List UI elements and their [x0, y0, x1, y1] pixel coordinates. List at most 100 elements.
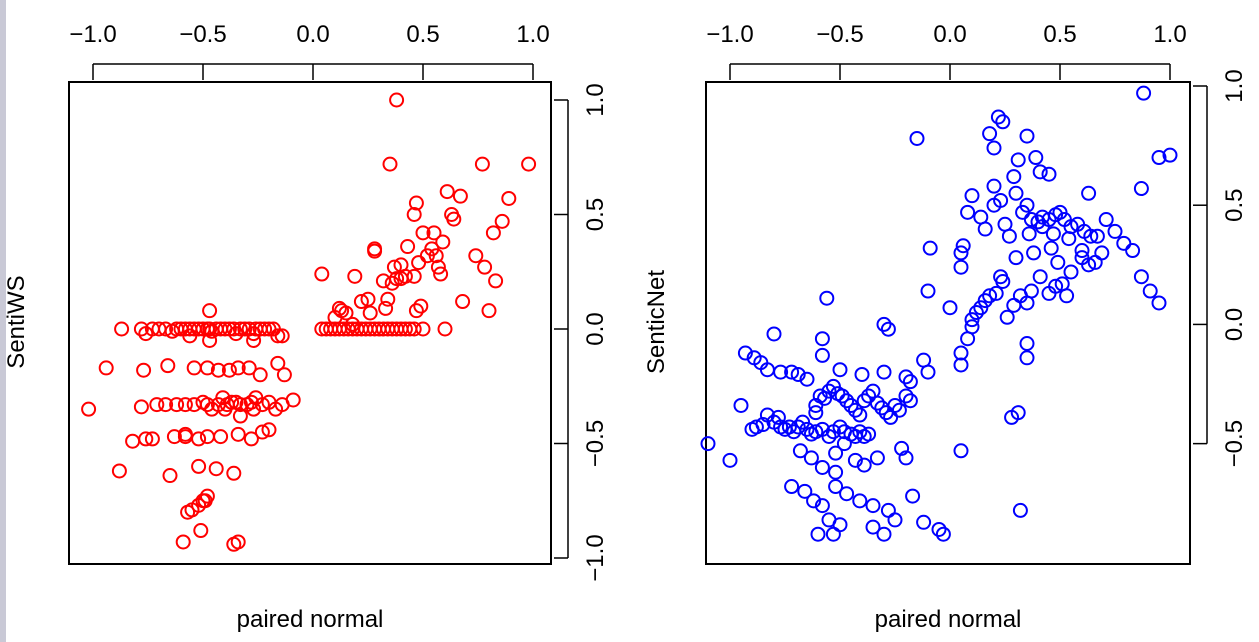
data-point — [362, 305, 378, 321]
data-point — [964, 312, 980, 328]
data-point — [792, 443, 808, 459]
data-point — [426, 225, 442, 241]
data-point — [191, 458, 207, 474]
data-point — [891, 402, 907, 418]
data-point — [1006, 297, 1022, 313]
data-point — [806, 493, 822, 509]
data-point — [1030, 214, 1046, 230]
data-point — [232, 408, 248, 424]
data-point — [799, 421, 815, 437]
data-point — [367, 241, 383, 257]
data-point — [411, 255, 427, 271]
y-tick-label: −0.5 — [582, 420, 609, 467]
data-point — [748, 419, 764, 435]
y-tick-label: −1.0 — [582, 534, 609, 581]
data-point — [430, 259, 446, 275]
data-point — [810, 526, 826, 542]
data-point — [755, 417, 771, 433]
data-point — [1008, 250, 1024, 266]
data-point — [217, 401, 233, 417]
data-point — [501, 190, 517, 206]
x-tick-label: 0.0 — [933, 21, 966, 48]
data-point — [177, 397, 193, 413]
plot-frame — [705, 81, 1191, 565]
data-point — [920, 364, 936, 380]
data-point — [977, 221, 993, 237]
data-point — [1061, 231, 1077, 247]
data-point — [1142, 283, 1158, 299]
data-point — [1074, 243, 1090, 259]
x-tick-label: −1.0 — [69, 21, 116, 48]
data-point — [382, 156, 398, 172]
data-point — [415, 225, 431, 241]
x-tick-label: 1.0 — [1153, 21, 1186, 48]
data-point — [916, 514, 932, 530]
data-point — [898, 450, 914, 466]
x-tick-label: 0.0 — [296, 21, 329, 48]
data-point — [488, 273, 504, 289]
data-point — [993, 269, 1009, 285]
data-point — [1098, 212, 1114, 228]
data-point — [797, 483, 813, 499]
data-point — [1001, 228, 1017, 244]
data-point — [964, 319, 980, 335]
data-point — [1081, 257, 1097, 273]
data-point — [191, 431, 207, 447]
data-point — [439, 184, 455, 200]
data-point — [931, 521, 947, 537]
data-point — [435, 234, 451, 250]
data-point — [922, 240, 938, 256]
y-tick-label: 1.0 — [582, 83, 609, 116]
data-point — [700, 436, 716, 452]
senticnet-panel: −1.0 −0.5 0.0 0.5 1.0 −0.5 0.0 0.5 1.0 paired nor… — [643, 21, 1248, 633]
data-point — [230, 360, 246, 376]
data-point — [902, 374, 918, 390]
data-point — [389, 92, 405, 108]
data-point — [485, 225, 501, 241]
data-point — [186, 397, 202, 413]
data-point — [1125, 243, 1141, 259]
data-point — [1059, 288, 1075, 304]
data-point — [876, 364, 892, 380]
data-point — [1136, 85, 1152, 101]
data-point — [1081, 185, 1097, 201]
x-tick-label: −1.0 — [706, 21, 753, 48]
data-point — [856, 457, 872, 473]
data-point — [836, 436, 852, 452]
data-point — [982, 288, 998, 304]
data-point — [243, 431, 259, 447]
data-point — [133, 399, 149, 415]
data-point — [177, 426, 193, 442]
data-point — [386, 259, 402, 275]
data-point — [1034, 219, 1050, 235]
data-point — [193, 523, 209, 539]
x-tick-label: 0.5 — [1043, 21, 1076, 48]
data-point — [1010, 152, 1026, 168]
data-point — [1019, 335, 1035, 351]
data-point — [887, 397, 903, 413]
data-point — [433, 266, 449, 282]
data-point — [1094, 245, 1110, 261]
data-point — [986, 178, 1002, 194]
data-point — [999, 309, 1015, 325]
data-point — [226, 465, 242, 481]
data-point — [230, 426, 246, 442]
data-point — [803, 450, 819, 466]
data-point — [852, 407, 868, 423]
data-point — [314, 266, 330, 282]
data-point — [986, 140, 1002, 156]
data-point — [270, 355, 286, 371]
data-point — [162, 468, 178, 484]
data-point — [360, 291, 376, 307]
data-point — [832, 362, 848, 378]
data-point — [1012, 502, 1028, 518]
data-point — [1006, 169, 1022, 185]
data-point — [1043, 240, 1059, 256]
data-point — [210, 362, 226, 378]
x-axis-title: paired normal — [875, 606, 1022, 633]
data-point — [199, 429, 215, 445]
data-point — [1008, 185, 1024, 201]
data-point — [202, 332, 218, 348]
data-point — [1133, 181, 1149, 197]
data-point — [869, 450, 885, 466]
